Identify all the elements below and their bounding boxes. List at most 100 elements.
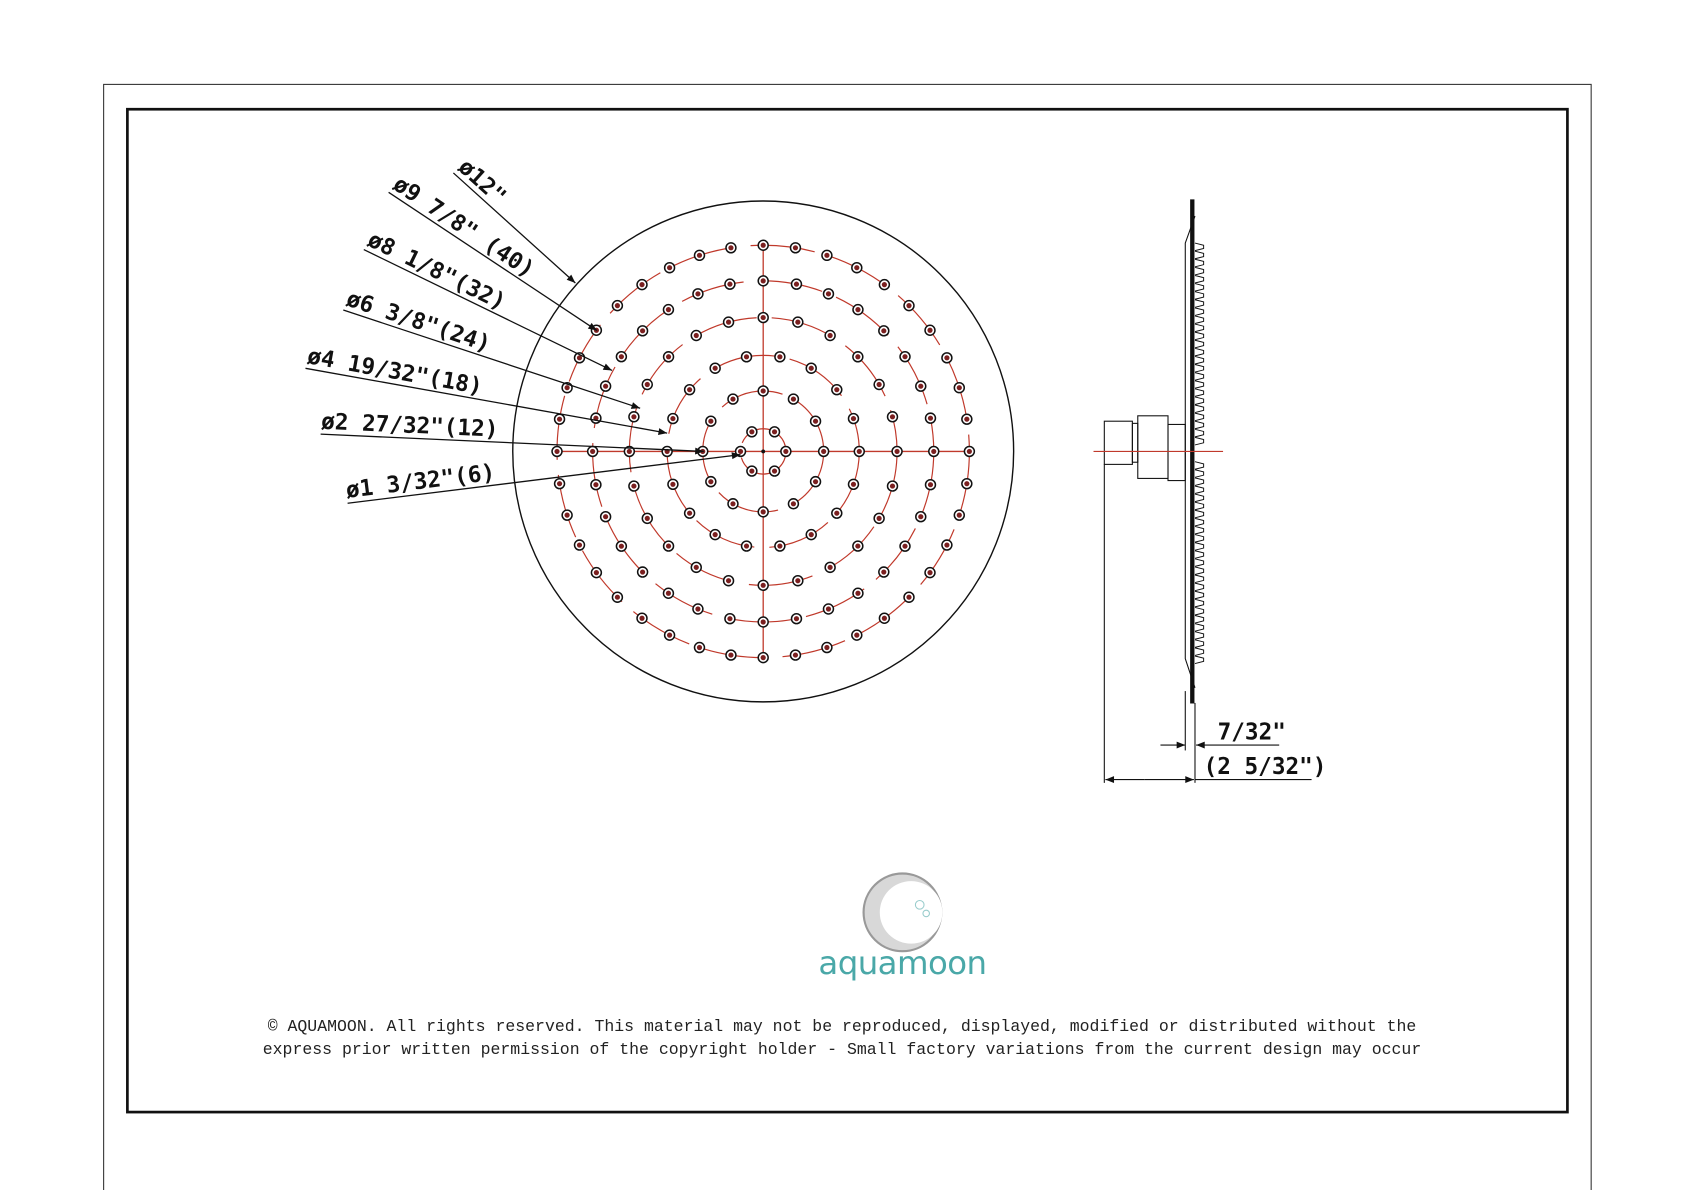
nozzle-hole bbox=[941, 539, 953, 551]
nozzle-hole bbox=[963, 445, 976, 458]
copyright-line-1: © AQUAMOON. All rights reserved. This ma… bbox=[267, 1017, 1417, 1036]
outer-frame bbox=[103, 83, 1592, 1190]
leader-line bbox=[347, 452, 741, 504]
nozzle-hole bbox=[924, 566, 936, 579]
nozzle-hole bbox=[915, 380, 927, 392]
nozzle-hole bbox=[683, 383, 696, 396]
nozzle-hole bbox=[628, 480, 640, 492]
total-depth-label: (2 5/32") bbox=[1204, 754, 1327, 780]
nozzle-hole bbox=[790, 612, 803, 625]
nozzle-hole bbox=[757, 616, 769, 628]
front-view: ø12"ø9 7/8" (40)ø8 1/8"(32)ø6 3/8"(24)ø4… bbox=[305, 154, 1015, 703]
nozzle-hole bbox=[724, 278, 736, 290]
nozzle-hole bbox=[705, 415, 717, 427]
nozzle-hole bbox=[553, 413, 566, 425]
nozzle-hole bbox=[611, 299, 624, 312]
nozzle-hole bbox=[821, 249, 833, 262]
nozzle-hole bbox=[662, 351, 675, 363]
nozzle-hole bbox=[693, 641, 706, 654]
nozzle-hole bbox=[667, 478, 679, 491]
ring-label: ø2 27/32"(12) bbox=[321, 409, 499, 443]
nozzle-hole bbox=[623, 445, 636, 458]
nozzle-hole bbox=[662, 540, 675, 552]
nozzle-hole bbox=[821, 641, 833, 654]
nozzle-hole bbox=[941, 352, 953, 364]
nozzle-hole bbox=[757, 385, 769, 397]
nozzle-hole bbox=[878, 278, 891, 291]
nozzle-hole bbox=[628, 411, 640, 423]
nozzle-hole bbox=[852, 303, 864, 316]
nozzle-hole bbox=[662, 303, 675, 316]
nozzle-hole bbox=[709, 528, 721, 541]
nozzle-hole bbox=[641, 378, 653, 391]
nozzle-hole bbox=[878, 612, 891, 624]
nozzle-hole bbox=[851, 629, 863, 641]
leader-line bbox=[363, 248, 613, 372]
nozzle-hole bbox=[725, 242, 737, 254]
nozzle-hole bbox=[886, 480, 899, 492]
outer-diameter-label: ø12" bbox=[453, 154, 511, 210]
nozzle-hole bbox=[780, 445, 792, 458]
nozzle-hole bbox=[790, 278, 803, 290]
logo-text: aquamoon bbox=[818, 944, 986, 982]
nozzle-hole bbox=[690, 561, 702, 574]
nozzle-hole bbox=[787, 393, 800, 405]
center-point bbox=[761, 449, 766, 454]
nozzle-hole bbox=[891, 445, 903, 458]
nozzle-hole bbox=[831, 383, 843, 396]
nozzle-hole bbox=[683, 507, 696, 519]
nozzle-hole bbox=[641, 512, 653, 525]
nozzle-hole bbox=[590, 412, 602, 424]
nozzle-hole bbox=[961, 413, 973, 425]
nozzle-hole bbox=[789, 242, 802, 254]
nozzle-hole bbox=[822, 288, 835, 300]
nozzle-hole bbox=[873, 512, 885, 525]
nozzle-hole bbox=[928, 445, 940, 458]
nozzle-hole bbox=[899, 350, 911, 363]
nozzle-hole bbox=[809, 475, 822, 488]
nozzle-hole bbox=[586, 445, 599, 458]
leader-line bbox=[305, 367, 668, 435]
nozzle-hole bbox=[899, 540, 911, 552]
nozzle-hole bbox=[789, 649, 802, 661]
nozzle-hole bbox=[847, 478, 860, 491]
nozzle-hole bbox=[903, 299, 915, 312]
nozzle-hole bbox=[852, 351, 864, 363]
nozzle-hole bbox=[599, 380, 612, 392]
nozzle-hole bbox=[551, 445, 563, 458]
nozzle-hole bbox=[740, 351, 753, 363]
nozzle-hole bbox=[847, 412, 860, 425]
nozzle-hole bbox=[746, 426, 758, 438]
nozzle-hole bbox=[853, 445, 865, 458]
nozzle-hole bbox=[757, 506, 769, 518]
nozzle-hole bbox=[924, 412, 937, 424]
nozzle-hole bbox=[724, 612, 736, 625]
nozzle-hole bbox=[774, 351, 786, 363]
nozzle-hole bbox=[561, 509, 573, 521]
nozzle-hole bbox=[636, 278, 648, 291]
nozzle-hole bbox=[663, 261, 676, 274]
leader-line bbox=[320, 433, 704, 455]
nozzle-hole bbox=[661, 445, 673, 458]
nozzle-hole bbox=[824, 329, 836, 342]
nozzle-hole bbox=[667, 412, 679, 425]
nozzle-hole bbox=[924, 324, 936, 336]
nozzle-hole bbox=[768, 465, 781, 477]
nozzle-hole bbox=[792, 575, 804, 587]
nozzle-hole bbox=[727, 393, 739, 405]
nozzle-profile bbox=[1194, 242, 1205, 665]
nozzle-hole bbox=[705, 475, 717, 488]
nozzle-hole bbox=[852, 540, 864, 552]
nozzle-hole bbox=[924, 478, 937, 491]
nozzle-hole bbox=[573, 539, 586, 551]
nozzle-hole bbox=[615, 350, 628, 363]
nozzle-hole bbox=[873, 378, 885, 391]
nozzle-hole bbox=[722, 316, 735, 328]
plate-thickness-label: 7/32" bbox=[1218, 720, 1286, 746]
outer-circle bbox=[512, 200, 1015, 703]
nozzle-hole bbox=[636, 566, 649, 578]
nozzle-hole bbox=[886, 411, 899, 423]
nozzle-hole bbox=[709, 362, 721, 374]
nozzle-hole bbox=[722, 575, 735, 587]
